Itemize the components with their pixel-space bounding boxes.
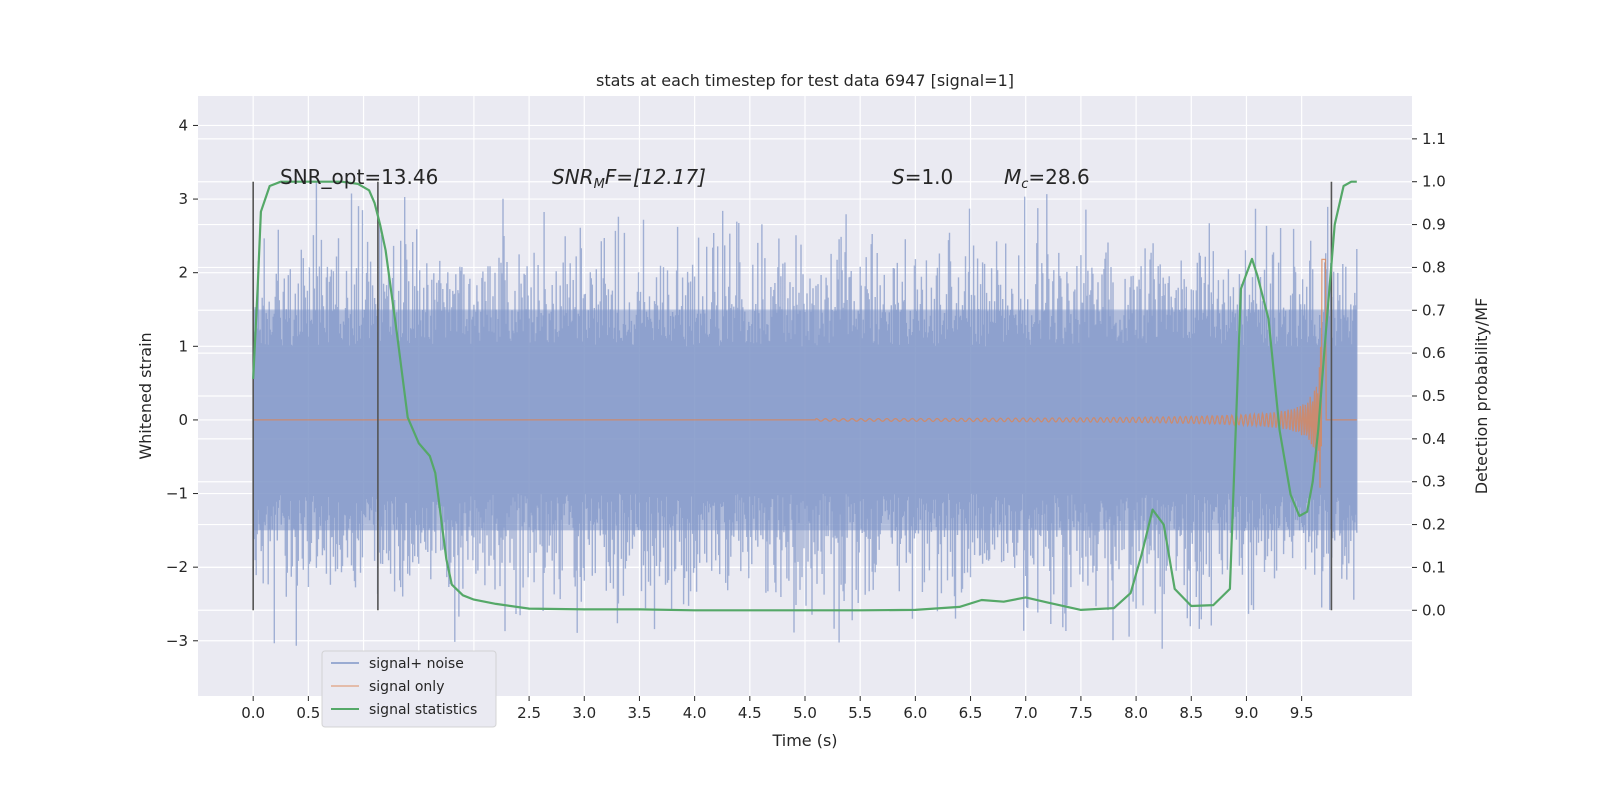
y-right-tick-label: 0.9 — [1422, 216, 1446, 234]
x-tick-label: 6.5 — [959, 704, 983, 722]
legend-label-signal-only: signal only — [369, 679, 444, 695]
annotation-s-symbol: S — [892, 165, 905, 189]
annotation-snr-mf-value: F=[12.17] — [605, 165, 706, 189]
x-tick-label: 8.0 — [1124, 704, 1148, 722]
x-tick-label: 5.0 — [793, 704, 817, 722]
y-left-tick-label: −1 — [166, 485, 188, 503]
y-right-tick-label: 0.0 — [1422, 601, 1446, 619]
y-right-tick-label: 0.2 — [1422, 516, 1446, 534]
x-tick-label: 4.5 — [738, 704, 762, 722]
y-left-tick-label: 3 — [178, 190, 188, 208]
annotation-mc-symbol: M — [1004, 165, 1021, 189]
legend-label-signal-statistics: signal statistics — [369, 702, 477, 718]
y-left-tick-label: 1 — [178, 337, 188, 355]
x-tick-label: 5.5 — [848, 704, 872, 722]
x-tick-label: 6.0 — [903, 704, 927, 722]
x-tick-label: 9.0 — [1235, 704, 1259, 722]
y-right-tick-label: 0.5 — [1422, 387, 1446, 405]
annotation-mc-value: =28.6 — [1028, 165, 1089, 189]
y-axis-label-left: Whitened strain — [136, 332, 155, 459]
x-tick-label: 4.0 — [683, 704, 707, 722]
signal-only-trace — [253, 258, 1357, 488]
y-right-tick-label: 0.4 — [1422, 430, 1446, 448]
y-left-tick-label: 2 — [178, 264, 188, 282]
y-left-tick-label: 4 — [178, 116, 188, 134]
x-tick-label: 3.5 — [628, 704, 652, 722]
x-tick-label: 7.0 — [1014, 704, 1038, 722]
y-right-tick-label: 0.1 — [1422, 558, 1446, 576]
y-right-tick-label: 0.3 — [1422, 473, 1446, 491]
y-left-tick-label: −2 — [166, 558, 188, 576]
x-tick-label: 0.5 — [296, 704, 320, 722]
x-tick-label: 2.5 — [517, 704, 541, 722]
signal-only-series — [253, 258, 1357, 488]
annotation-mc-subscript: c — [1021, 177, 1028, 192]
annotation-s: S=1.0 — [892, 165, 953, 189]
y-axis-label-right: Detection probability/MF — [1472, 298, 1491, 495]
chart-title: stats at each timestep for test data 694… — [596, 71, 1014, 90]
signal-statistics-series — [252, 180, 1357, 612]
x-tick-label: 7.5 — [1069, 704, 1093, 722]
annotation-snr-opt: SNR_opt=13.46 — [280, 165, 438, 189]
x-axis-label: Time (s) — [771, 731, 837, 750]
x-tick-label: 0.0 — [241, 704, 265, 722]
legend: signal+ noise signal only signal statist… — [321, 650, 497, 728]
annotation-s-value: =1.0 — [905, 165, 954, 189]
annotation-snr-mf: SNRMF=[12.17] — [552, 165, 706, 192]
annotation-mc: Mc=28.6 — [1004, 165, 1090, 192]
signal-statistics-line — [252, 180, 1357, 612]
y-right-tick-label: 1.1 — [1422, 130, 1446, 148]
y-right-tick-label: 0.7 — [1422, 301, 1446, 319]
annotation-snr-mf-subscript: M — [594, 177, 605, 192]
legend-box — [321, 650, 497, 728]
legend-label-signal-plus-noise: signal+ noise — [369, 656, 464, 672]
x-tick-label: 9.5 — [1290, 704, 1314, 722]
tick-labels: 0.00.51.01.52.02.53.03.54.04.55.05.56.06… — [166, 116, 1446, 722]
x-tick-label: 8.5 — [1179, 704, 1203, 722]
y-left-tick-label: −3 — [166, 632, 188, 650]
annotation-snr-mf-symbol: SNR — [552, 165, 594, 189]
y-left-tick-label: 0 — [178, 411, 188, 429]
y-right-tick-label: 0.8 — [1422, 258, 1446, 276]
y-right-tick-label: 1.0 — [1422, 173, 1446, 191]
y-right-tick-label: 0.6 — [1422, 344, 1446, 362]
x-tick-label: 3.0 — [572, 704, 596, 722]
